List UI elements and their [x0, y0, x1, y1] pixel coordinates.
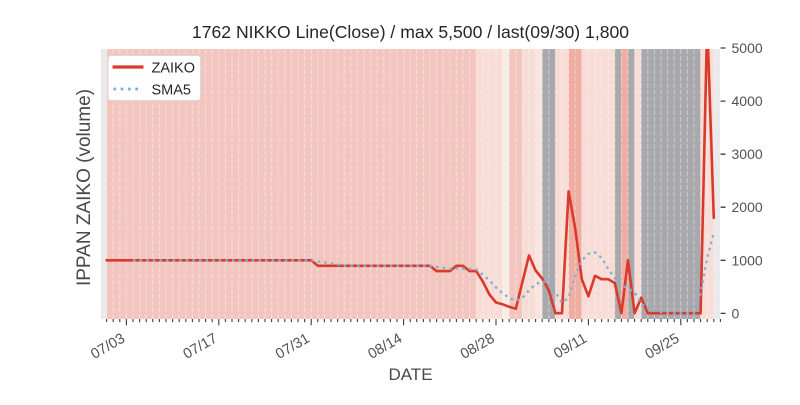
- svg-text:5000: 5000: [732, 40, 763, 56]
- svg-text:4000: 4000: [732, 93, 763, 109]
- svg-text:1000: 1000: [732, 252, 763, 268]
- svg-text:3000: 3000: [732, 146, 763, 162]
- svg-text:2000: 2000: [732, 199, 763, 215]
- svg-text:1762 NIKKO Line(Close) / max 5: 1762 NIKKO Line(Close) / max 5,500 / las…: [192, 22, 629, 42]
- svg-text:0: 0: [732, 305, 740, 321]
- svg-text:DATE: DATE: [388, 365, 432, 384]
- svg-text:IPPAN ZAIKO (volume): IPPAN ZAIKO (volume): [74, 89, 95, 286]
- svg-text:SMA5: SMA5: [152, 83, 192, 99]
- svg-text:ZAIKO: ZAIKO: [152, 61, 196, 77]
